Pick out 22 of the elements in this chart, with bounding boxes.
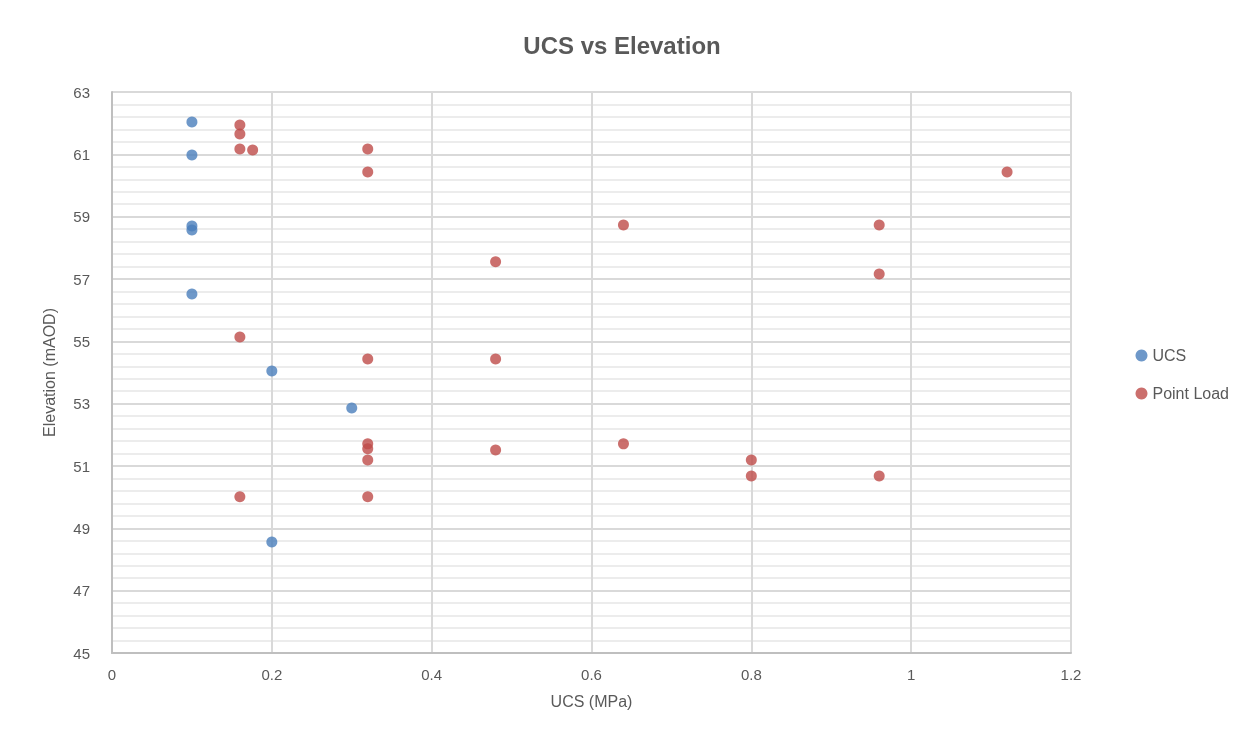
x-tick-label: 0.6 — [581, 666, 602, 683]
y-tick-label: 53 — [73, 395, 90, 413]
y-tick-label: 51 — [73, 457, 90, 475]
y-tick-label: 49 — [73, 519, 90, 537]
x-axis-title: UCS (MPa) — [550, 692, 633, 710]
y-tick-label: 55 — [73, 332, 90, 350]
x-tick-label: 1 — [906, 666, 916, 683]
y-tick-label: 59 — [73, 208, 90, 226]
x-tick-label: 0.4 — [421, 666, 443, 683]
y-tick-label: 45 — [73, 644, 90, 662]
x-tick-label: 1.2 — [1060, 666, 1082, 683]
x-tick-label: 0.8 — [740, 666, 762, 683]
y-tick-label: 63 — [73, 83, 90, 101]
x-tick-label: 0 — [107, 666, 117, 683]
legend-label: Point Load — [1152, 385, 1230, 402]
y-axis-title: Elevation (mAOD) — [40, 308, 58, 437]
y-tick-label: 47 — [73, 582, 90, 600]
y-tick-label: 61 — [73, 145, 90, 163]
y-tick-label: 57 — [73, 270, 90, 288]
chart-title: UCS vs Elevation — [523, 31, 721, 59]
x-tick-label: 0.2 — [261, 666, 283, 683]
legend-label: UCS — [1152, 347, 1187, 364]
